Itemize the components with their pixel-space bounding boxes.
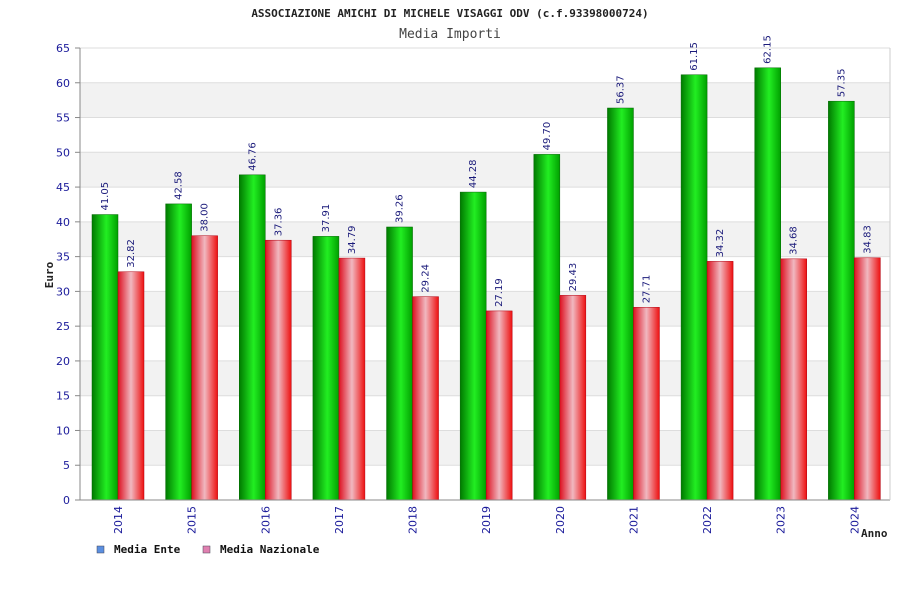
bar-media-ente-2017 (312, 236, 340, 501)
bar-media-ente-2014 (91, 214, 119, 501)
data-label: 41.05 (100, 182, 111, 211)
x-axis-ticks: 2014 2015 2016 2017 2018 2019 2020 2021 2022 2023… (112, 506, 861, 534)
legend-label-media-nazionale: Media Nazionale (220, 543, 320, 556)
data-label: 34.32 (715, 229, 726, 258)
x-tick-label: 2015 (186, 506, 199, 534)
y-tick-label: 0 (63, 494, 70, 507)
x-tick-label: 2021 (627, 506, 640, 534)
bar-media-nazionale-2021 (633, 307, 660, 501)
data-label: 37.91 (321, 204, 332, 233)
bar-media-ente-2016 (239, 174, 266, 501)
data-label: 49.70 (542, 122, 553, 151)
data-label: 57.35 (836, 69, 847, 98)
y-tick-label: 40 (56, 216, 70, 229)
data-label: 62.15 (763, 35, 774, 64)
y-tick-label: 15 (56, 390, 70, 403)
x-axis-label: Anno (861, 527, 888, 540)
data-label: 61.15 (689, 42, 700, 71)
bar-media-nazionale-2014 (117, 271, 145, 501)
bar-media-nazionale-2020 (559, 295, 587, 501)
bar-media-ente-2024 (828, 100, 855, 501)
bar-media-ente-2018 (386, 226, 413, 501)
legend-swatch-media-nazionale (202, 545, 211, 554)
y-tick-label: 50 (56, 146, 70, 159)
bar-media-nazionale-2017 (338, 257, 366, 501)
data-label: 37.36 (273, 208, 284, 237)
y-tick-label: 20 (56, 355, 70, 368)
y-tick-label: 25 (56, 320, 70, 333)
bar-media-nazionale-2024 (854, 257, 881, 501)
data-label: 29.43 (568, 263, 579, 292)
chart-title: ASSOCIAZIONE AMICHI DI MICHELE VISAGGI O… (251, 7, 648, 20)
data-label: 32.82 (126, 239, 137, 268)
bar-media-ente-2019 (459, 191, 487, 501)
x-tick-label: 2022 (701, 506, 714, 534)
data-label: 42.58 (174, 171, 185, 200)
bars (91, 67, 881, 501)
y-tick-label: 35 (56, 251, 70, 264)
x-tick-label: 2023 (775, 506, 788, 534)
x-tick-label: 2014 (112, 506, 125, 534)
bar-media-nazionale-2023 (780, 258, 807, 501)
y-tick-label: 45 (56, 181, 70, 194)
x-tick-label: 2016 (259, 506, 272, 534)
y-axis-ticks: 0 5 10 15 20 25 30 35 40 45 50 55 60 65 (56, 42, 80, 507)
x-tick-label: 2018 (407, 506, 420, 534)
bar-media-ente-2020 (533, 154, 561, 501)
y-axis-label: Euro (43, 261, 56, 288)
legend-label-media-ente: Media Ente (114, 543, 181, 556)
x-tick-label: 2020 (554, 506, 567, 534)
legend-swatch-media-ente (96, 545, 105, 554)
data-label: 34.68 (789, 226, 800, 255)
data-label: 44.28 (468, 159, 479, 188)
bar-media-ente-2015 (165, 203, 192, 501)
data-label: 38.00 (200, 203, 211, 232)
x-tick-label: 2017 (333, 506, 346, 534)
data-label: 34.83 (862, 225, 873, 254)
bar-media-nazionale-2022 (706, 261, 734, 501)
y-tick-label: 30 (56, 285, 70, 298)
data-label: 39.26 (395, 194, 406, 223)
y-tick-label: 5 (63, 459, 70, 472)
bar-media-nazionale-2019 (485, 310, 513, 501)
bar-media-nazionale-2015 (191, 235, 218, 501)
bar-media-ente-2021 (607, 107, 634, 501)
data-label: 27.19 (494, 278, 505, 307)
data-label: 27.71 (641, 275, 652, 304)
bar-media-ente-2023 (754, 67, 781, 501)
bar-media-nazionale-2018 (412, 296, 439, 501)
y-tick-label: 65 (56, 42, 70, 55)
x-tick-label: 2019 (480, 506, 493, 534)
y-tick-label: 10 (56, 424, 70, 437)
bar-media-nazionale-2016 (265, 239, 292, 501)
y-tick-label: 60 (56, 77, 70, 90)
y-tick-label: 55 (56, 112, 70, 125)
chart-subtitle: Media Importi (399, 27, 501, 42)
data-label: 46.76 (247, 142, 258, 171)
legend: Media Ente Media Nazionale (96, 543, 320, 556)
data-label: 34.79 (347, 225, 358, 254)
data-label: 56.37 (615, 75, 626, 104)
data-labels: 41.05 32.82 42.58 38.00 46.76 37.36 37.91 34.79… (100, 35, 873, 307)
x-tick-label: 2024 (848, 506, 861, 534)
data-label: 29.24 (421, 264, 432, 293)
bar-media-ente-2022 (680, 74, 708, 501)
